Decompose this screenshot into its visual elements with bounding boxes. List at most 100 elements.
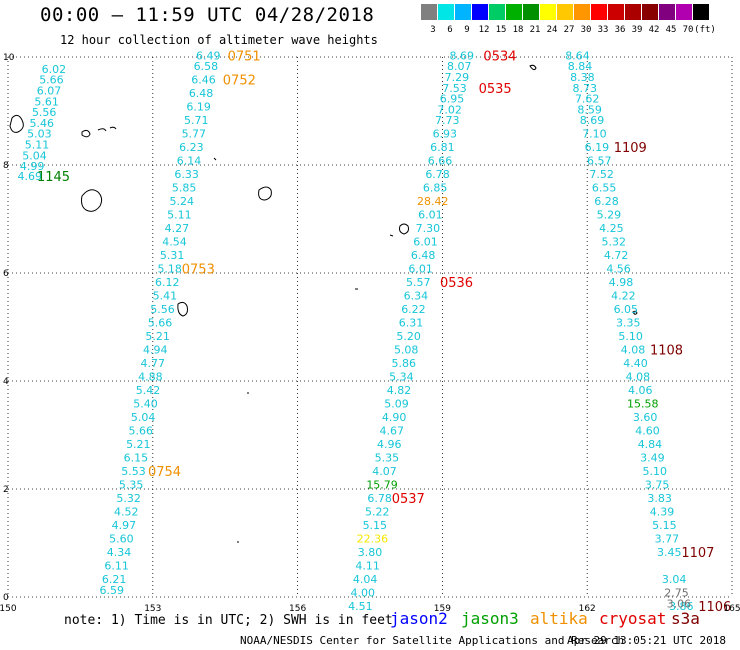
wave-height-label: 6.34 <box>404 290 429 303</box>
pass-time-label: 1108 <box>650 344 683 359</box>
y-tick-label: 2 <box>3 485 9 495</box>
island-outline <box>389 64 537 237</box>
satellite-legend-altika: altika <box>530 609 588 628</box>
wave-height-label: 6.93 <box>433 128 458 141</box>
pass-time-label: 1107 <box>681 546 714 561</box>
map-grid <box>7 56 733 598</box>
x-tick-label: 162 <box>579 604 596 612</box>
wave-height-label: 4.98 <box>609 276 634 289</box>
wave-height-label: 5.56 <box>150 303 175 316</box>
colorbar-label: 9 <box>464 25 470 35</box>
wave-height-label: 5.29 <box>597 209 622 222</box>
wave-height-label: 4.72 <box>604 249 629 262</box>
wave-height-label: 3.75 <box>645 479 670 492</box>
wave-height-label: 4.52 <box>114 506 139 519</box>
wave-height-label: 6.01 <box>418 209 443 222</box>
colorbar-label: 18 <box>512 25 524 35</box>
colorbar-swatch <box>557 4 573 20</box>
wave-height-label: 4.88 <box>138 371 163 384</box>
wave-height-label: 6.81 <box>430 141 455 154</box>
colorbar-label: 24 <box>546 25 558 35</box>
wave-height-label: 4.82 <box>387 384 412 397</box>
coastlines <box>9 64 638 543</box>
colorbar-swatch <box>421 4 437 20</box>
axis-tick-labels: 150 153 156 159 162 165 0 2 4 6 8 10 <box>0 53 740 612</box>
page-title: 00:00 – 11:59 UTC 04/28/2018 <box>40 4 375 26</box>
wave-height-label: 5.15 <box>363 519 388 532</box>
colorbar-swatch <box>625 4 641 20</box>
pass-time-label: 0534 <box>483 49 516 64</box>
wave-height-label: 7.10 <box>582 128 607 141</box>
wave-height-label: 3.35 <box>616 317 641 330</box>
wave-height-label: 5.32 <box>601 236 626 249</box>
island-outline <box>81 129 91 138</box>
wave-height-label: 5.41 <box>153 290 178 303</box>
wave-height-label: 4.39 <box>650 506 675 519</box>
wave-height-label: 3.49 <box>640 452 665 465</box>
wave-height-label: 8.69 <box>580 114 605 127</box>
wave-height-label: 6.28 <box>594 195 619 208</box>
wave-height-label: 6.14 <box>177 155 202 168</box>
wave-height-label: 5.42 <box>136 384 161 397</box>
wave-height-label: 7.73 <box>435 114 460 127</box>
pass-time-label: 0537 <box>392 492 425 507</box>
wave-height-label: 6.66 <box>428 155 453 168</box>
wave-height-label: 4.97 <box>112 519 137 532</box>
colorbar-label: 42 <box>648 25 660 35</box>
wave-height-label: 5.21 <box>145 330 170 343</box>
wave-height-label: 4.40 <box>623 357 648 370</box>
wave-height-label: 5.66 <box>148 317 173 330</box>
wave-height-label: 5.24 <box>170 195 195 208</box>
wave-height-label: 4.08 <box>626 371 651 384</box>
wave-height-label: 6.78 <box>367 492 392 505</box>
wave-height-label: 5.10 <box>618 330 643 343</box>
colorbar-swatch <box>659 4 675 20</box>
wave-height-label: 3.86 <box>669 600 694 612</box>
wave-height-label: 4.22 <box>611 290 636 303</box>
wave-height-label: 4.99 <box>20 160 45 173</box>
colorbar-swatch <box>591 4 607 20</box>
wave-height-label: 8.59 <box>577 103 602 116</box>
wave-height-label: 5.66 <box>128 425 153 438</box>
wave-height-label: 7.29 <box>445 71 470 84</box>
wave-height-label: 4.67 <box>379 425 404 438</box>
colorbar-swatch <box>540 4 556 20</box>
wave-height-label: 5.57 <box>406 276 431 289</box>
wave-height-label: 4.69 <box>17 170 42 183</box>
wave-height-label: 5.46 <box>30 117 55 130</box>
colorbar-swatch <box>693 4 709 20</box>
wave-height-label: 8.07 <box>447 60 472 73</box>
wave-height-label: 4.56 <box>606 263 631 276</box>
pass-time-label: 0535 <box>479 82 512 97</box>
wave-height-label: 5.11 <box>25 138 50 151</box>
colorbar-swatch <box>438 4 454 20</box>
wave-height-label: 3.45 <box>657 546 682 559</box>
colorbar-label: 36 <box>614 25 626 35</box>
wave-height-label: 6.02 <box>42 63 67 76</box>
wave-height-label: 4.11 <box>355 560 380 573</box>
colorbar-label: 15 <box>495 25 507 35</box>
colorbar-swatch <box>642 4 658 20</box>
wave-height-label: 7.53 <box>442 82 467 95</box>
wave-height-label: 8.38 <box>570 71 595 84</box>
wave-height-label: 5.60 <box>109 533 134 546</box>
wave-height-label: 5.53 <box>121 465 146 478</box>
wave-height-label: 5.66 <box>39 74 64 87</box>
wave-height-label: 2.75 <box>664 587 689 600</box>
colorbar-label: 21 <box>529 25 541 35</box>
colorbar-label: 33 <box>597 25 609 35</box>
wave-height-label: 6.19 <box>585 141 610 154</box>
wave-height-label: 4.27 <box>165 222 190 235</box>
pass-time-label: 0536 <box>440 276 473 291</box>
pass-time-label: 1106 <box>698 600 731 612</box>
wave-height-label: 6.48 <box>189 87 214 100</box>
page-subtitle: 12 hour collection of altimeter wave hei… <box>60 33 378 47</box>
colorbar-label: 3 <box>430 25 436 35</box>
island-outline <box>97 126 117 132</box>
wave-height-label: 5.40 <box>133 398 158 411</box>
satellite-legend-jason3: jason3 <box>461 609 519 628</box>
wave-height-label: 6.78 <box>425 168 450 181</box>
wave-height-label: 6.22 <box>401 303 426 316</box>
wave-height-label: 5.11 <box>167 209 192 222</box>
wave-height-label: 5.77 <box>182 128 207 141</box>
